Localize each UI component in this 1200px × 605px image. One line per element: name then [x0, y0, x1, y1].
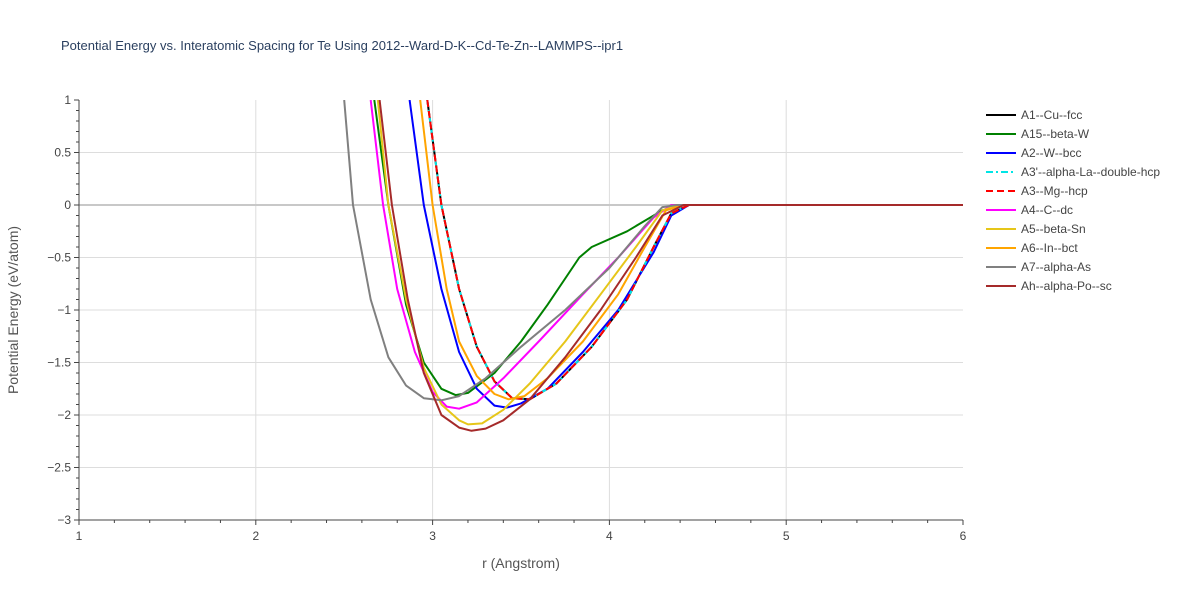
y-tick-label: −1 [57, 303, 71, 317]
series-line-4 [426, 100, 963, 401]
x-axis-title: r (Angstrom) [482, 555, 560, 571]
legend-label: A15--beta-W [1021, 127, 1090, 141]
y-tick-label: −1.5 [47, 356, 71, 370]
legend-item[interactable]: A1--Cu--fcc [986, 108, 1082, 122]
x-tick-label: 5 [783, 529, 790, 543]
x-tick-label: 4 [606, 529, 613, 543]
axes: 1 2 3 4 5 6 1 0.5 0 −0.5 −1 −1.5 −2 −2.5 −3 [47, 93, 966, 543]
legend-item[interactable]: A4--C--dc [986, 203, 1073, 217]
series-line-9 [378, 100, 963, 432]
x-tick-label: 6 [960, 529, 967, 543]
grid [79, 100, 963, 520]
series-line-8 [343, 100, 963, 402]
series-lines [343, 100, 963, 432]
legend-item[interactable]: A5--beta-Sn [986, 222, 1086, 236]
y-tick-label: 1 [64, 93, 71, 107]
legend-label: A4--C--dc [1021, 203, 1073, 217]
x-tick-label: 2 [252, 529, 259, 543]
legend-item[interactable]: A7--alpha-As [986, 260, 1091, 274]
legend-item[interactable]: Ah--alpha-Po--sc [986, 279, 1112, 293]
y-tick-label: 0.5 [54, 146, 71, 160]
legend-item[interactable]: A2--W--bcc [986, 146, 1081, 160]
legend-item[interactable]: A3'--alpha-La--double-hcp [986, 165, 1160, 179]
legend-label: A1--Cu--fcc [1021, 108, 1082, 122]
legend-item[interactable]: A15--beta-W [986, 127, 1090, 141]
legend-item[interactable]: A3--Mg--hcp [986, 184, 1088, 198]
legend-item[interactable]: A6--In--bct [986, 241, 1078, 255]
chart-title: Potential Energy vs. Interatomic Spacing… [61, 38, 623, 53]
legend-label: A3'--alpha-La--double-hcp [1021, 165, 1160, 179]
legend[interactable]: A1--Cu--fcc A15--beta-W A2--W--bcc A3'--alp… [986, 108, 1160, 293]
series-line-2 [408, 100, 963, 409]
legend-label: A5--beta-Sn [1021, 222, 1086, 236]
legend-label: A3--Mg--hcp [1021, 184, 1088, 198]
y-tick-label: −0.5 [47, 251, 71, 265]
legend-label: A6--In--bct [1021, 241, 1078, 255]
y-tick-label: −2 [57, 408, 71, 422]
x-tick-label: 1 [76, 529, 83, 543]
legend-label: Ah--alpha-Po--sc [1021, 279, 1112, 293]
legend-label: A7--alpha-As [1021, 260, 1091, 274]
y-tick-label: 0 [64, 198, 71, 212]
x-tick-label: 3 [429, 529, 436, 543]
y-tick-label: −3 [57, 513, 71, 527]
legend-label: A2--W--bcc [1021, 146, 1081, 160]
y-axis-title: Potential Energy (eV/atom) [5, 226, 21, 394]
y-tick-label: −2.5 [47, 461, 71, 475]
